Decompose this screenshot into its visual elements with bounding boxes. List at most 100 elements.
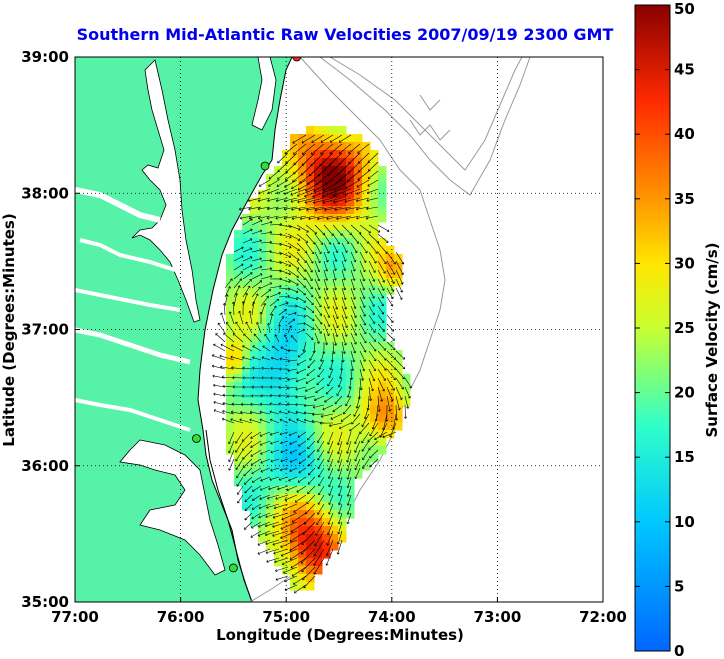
- velocity-cell: [258, 526, 267, 535]
- velocity-cell: [282, 534, 291, 543]
- velocity-cell: [314, 310, 323, 319]
- velocity-cell: [330, 254, 339, 263]
- velocity-cell: [242, 310, 251, 319]
- velocity-cell: [322, 422, 331, 431]
- velocity-cell: [346, 166, 355, 175]
- velocity-cell: [306, 510, 315, 519]
- velocity-arrow: [260, 449, 271, 455]
- colorbar-tick-label: 35: [674, 190, 695, 208]
- velocity-cell: [378, 414, 387, 423]
- velocity-arrow: [311, 412, 325, 416]
- velocity-cell: [274, 198, 283, 207]
- velocity-cell: [314, 430, 323, 439]
- velocity-cell: [266, 454, 275, 463]
- velocity-cell: [250, 198, 259, 207]
- velocity-cell: [362, 406, 371, 415]
- velocity-arrow: [222, 303, 226, 316]
- velocity-arrow: [289, 530, 307, 542]
- velocity-cell: [354, 262, 363, 271]
- velocity-arrow: [314, 287, 321, 299]
- velocity-cell: [258, 334, 267, 343]
- velocity-arrow: [382, 431, 397, 439]
- velocity-arrow: [289, 539, 307, 552]
- velocity-cell: [378, 310, 387, 319]
- velocity-cell: [338, 502, 347, 511]
- velocity-cell: [346, 270, 355, 279]
- velocity-arrow: [287, 242, 300, 251]
- velocity-cell: [298, 462, 307, 471]
- velocity-cell: [258, 390, 267, 399]
- velocity-cell: [306, 230, 315, 239]
- velocity-cell: [354, 222, 363, 231]
- velocity-arrow: [314, 395, 325, 402]
- velocity-cell: [258, 262, 267, 271]
- velocity-arrow: [377, 323, 385, 332]
- velocity-cell: [250, 310, 259, 319]
- velocity-cell: [290, 190, 299, 199]
- velocity-cell: [338, 134, 347, 143]
- velocity-arrow: [328, 494, 334, 505]
- velocity-cell: [298, 174, 307, 183]
- velocity-arrow: [278, 376, 289, 380]
- velocity-cell: [306, 366, 315, 375]
- velocity-arrow: [258, 512, 271, 519]
- velocity-arrow: [346, 215, 361, 220]
- velocity-arrow: [270, 376, 279, 380]
- velocity-cell: [362, 310, 371, 319]
- velocity-arrow: [272, 521, 289, 528]
- velocity-cell: [242, 462, 251, 471]
- velocity-cell: [226, 438, 235, 447]
- velocity-cell: [354, 246, 363, 255]
- velocity-arrow: [230, 410, 244, 415]
- velocity-arrow: [289, 449, 298, 454]
- velocity-cell: [362, 318, 371, 327]
- velocity-cell: [306, 374, 315, 383]
- velocity-cell: [322, 414, 331, 423]
- velocity-cell: [338, 334, 347, 343]
- y-tick-label: 39:00: [21, 48, 69, 66]
- velocity-cell: [330, 278, 339, 287]
- velocity-arrow: [297, 179, 316, 191]
- velocity-cell: [266, 414, 275, 423]
- velocity-cell: [330, 166, 339, 175]
- velocity-cell: [378, 214, 387, 223]
- velocity-cell: [298, 518, 307, 527]
- velocity-arrow: [386, 341, 396, 351]
- velocity-arrow: [314, 242, 322, 255]
- velocity-arrow: [278, 385, 289, 389]
- velocity-cell: [330, 478, 339, 487]
- velocity-cell: [298, 310, 307, 319]
- velocity-cell: [362, 366, 371, 375]
- velocity-cell: [250, 502, 259, 511]
- velocity-cell: [298, 398, 307, 407]
- velocity-cell: [314, 318, 323, 327]
- velocity-cell: [306, 422, 315, 431]
- velocity-arrow: [215, 333, 226, 343]
- velocity-arrow: [269, 284, 282, 289]
- velocity-arrow: [377, 278, 385, 291]
- hf-radar-station: [292, 57, 302, 62]
- velocity-arrow: [253, 333, 262, 343]
- velocity-cell: [338, 478, 347, 487]
- velocity-arrow: [325, 548, 334, 566]
- velocity-cell: [322, 286, 331, 295]
- velocity-cell: [370, 342, 379, 351]
- velocity-cell: [338, 126, 347, 135]
- velocity-cell: [250, 366, 259, 375]
- velocity-cell: [330, 350, 339, 359]
- velocity-cell: [322, 382, 331, 391]
- velocity-arrow: [289, 440, 298, 445]
- velocity-arrow: [377, 251, 387, 265]
- velocity-arrow: [368, 305, 375, 316]
- velocity-arrow: [337, 440, 343, 455]
- velocity-arrow: [239, 418, 253, 424]
- velocity-arrow: [377, 341, 386, 351]
- velocity-cell: [354, 238, 363, 247]
- velocity-arrow: [222, 402, 235, 406]
- velocity-arrow: [305, 242, 315, 255]
- velocity-cell: [386, 398, 395, 407]
- velocity-arrow: [341, 242, 348, 253]
- velocity-cell: [314, 366, 323, 375]
- velocity-arrow: [356, 215, 370, 220]
